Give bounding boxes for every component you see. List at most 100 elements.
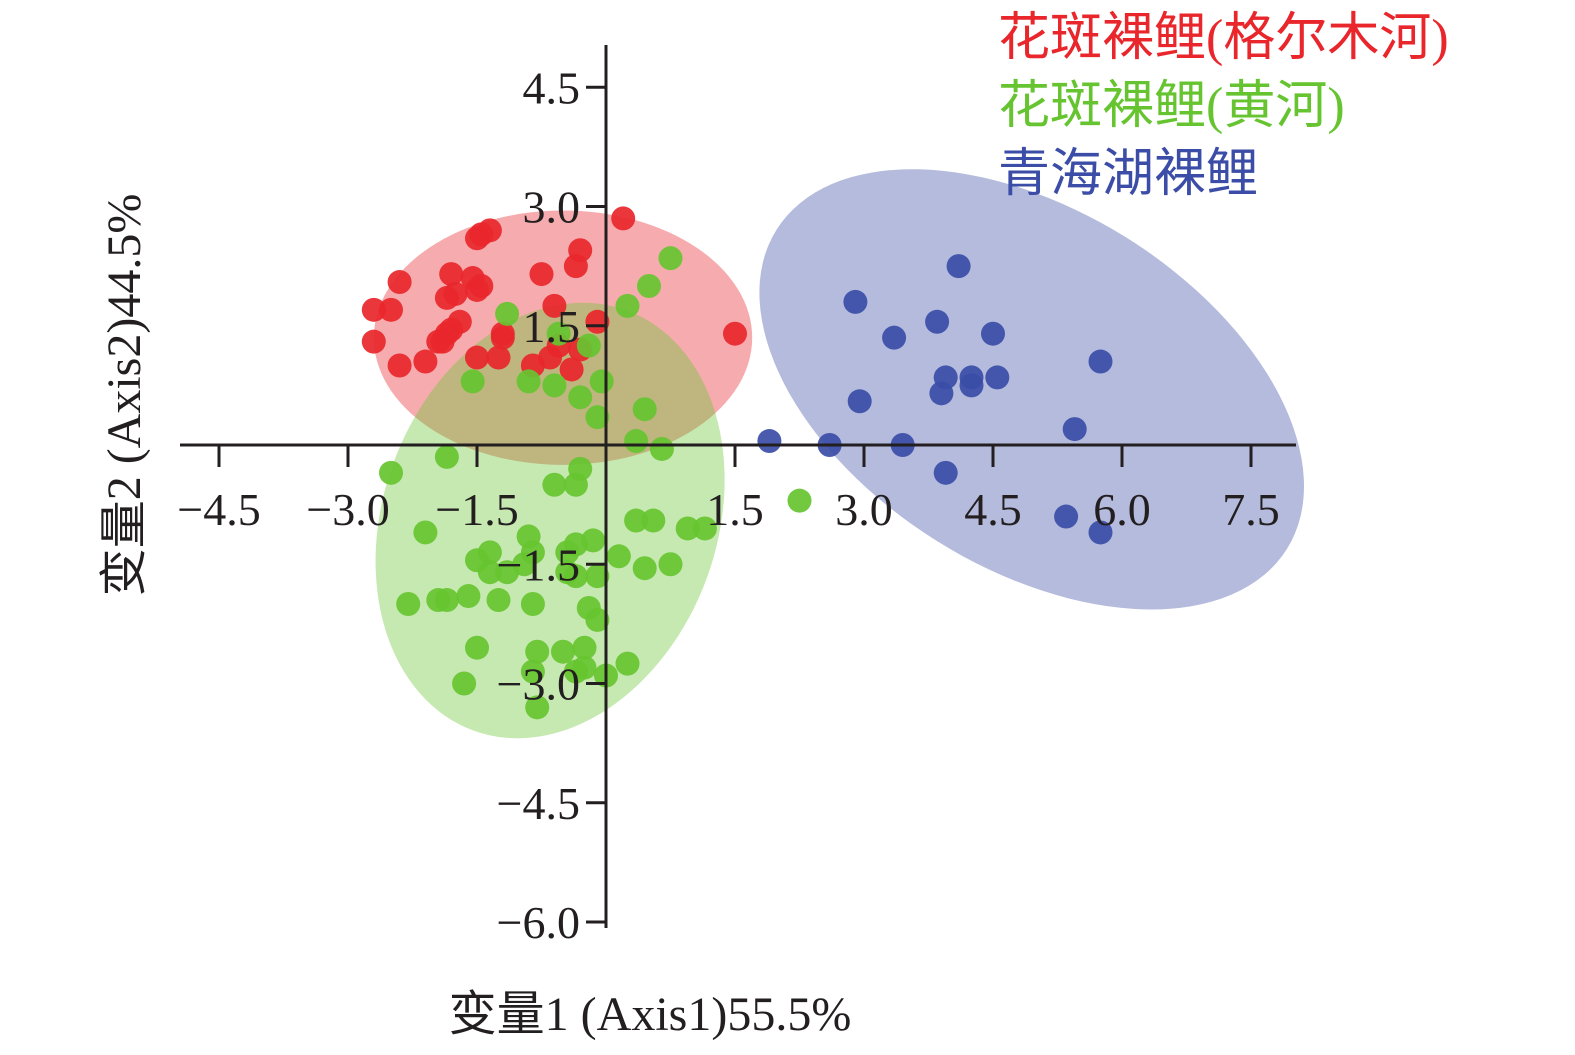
- data-point-series-2: [675, 516, 700, 541]
- data-point-series-1: [426, 329, 451, 354]
- legend: 花斑裸鲤(格尔木河) 花斑裸鲤(黄河) 青海湖裸鲤: [998, 10, 1449, 203]
- data-point-series-2: [632, 397, 657, 422]
- data-point-series-2: [555, 540, 580, 565]
- data-points: [361, 206, 1113, 720]
- data-point-series-1: [361, 297, 386, 322]
- data-point-series-2: [568, 385, 593, 410]
- data-point-series-2: [434, 588, 459, 613]
- data-point-series-2: [692, 516, 717, 541]
- data-point-series-2: [589, 369, 614, 394]
- data-point-series-2: [477, 560, 502, 585]
- data-point-series-1: [434, 285, 459, 310]
- data-point-series-2: [615, 293, 640, 318]
- data-point-series-3: [985, 365, 1010, 390]
- data-point-series-2: [637, 274, 661, 298]
- data-point-series-2: [542, 472, 567, 497]
- data-point-series-3: [933, 460, 958, 485]
- x-tick-label: −1.5: [435, 484, 518, 535]
- data-point-series-2: [520, 592, 545, 616]
- data-point-series-2: [413, 520, 438, 545]
- data-point-series-2: [551, 639, 575, 664]
- x-tick-label: 1.5: [706, 484, 764, 535]
- y-tick-label: 3.0: [523, 182, 581, 233]
- data-point-series-2: [641, 508, 666, 533]
- data-point-series-2: [520, 659, 545, 684]
- data-point-series-1: [563, 254, 588, 279]
- y-tick-label: −3.0: [497, 659, 580, 710]
- data-point-series-3: [847, 389, 872, 414]
- data-point-series-1: [361, 329, 386, 354]
- data-point-series-2: [465, 635, 489, 660]
- x-tick-label: 6.0: [1093, 484, 1151, 535]
- data-point-series-2: [585, 564, 610, 589]
- data-point-series-2: [452, 671, 477, 696]
- data-point-series-1: [723, 321, 747, 346]
- data-point-series-2: [658, 246, 683, 271]
- data-point-series-2: [615, 651, 640, 676]
- legend-entry-2: 花斑裸鲤(黄河): [998, 78, 1345, 135]
- data-point-series-1: [465, 226, 489, 251]
- data-point-series-3: [1088, 520, 1113, 545]
- legend-entry-3: 青海湖裸鲤: [998, 146, 1258, 203]
- x-tick-label: −4.5: [177, 484, 260, 535]
- data-point-series-3: [882, 325, 907, 350]
- y-tick-label: −6.0: [497, 897, 580, 948]
- data-point-series-1: [387, 353, 412, 378]
- data-point-series-1: [439, 262, 464, 287]
- data-point-series-2: [525, 695, 550, 720]
- data-point-series-2: [606, 544, 631, 569]
- data-point-series-1: [465, 345, 489, 370]
- data-point-series-2: [563, 659, 588, 684]
- data-point-series-1: [559, 357, 584, 382]
- data-point-series-3: [1054, 504, 1079, 529]
- data-point-series-2: [624, 429, 649, 454]
- data-point-series-2: [649, 436, 674, 461]
- data-point-series-3: [843, 289, 868, 314]
- data-point-series-2: [495, 301, 520, 326]
- data-point-series-2: [632, 556, 657, 581]
- data-point-series-2: [434, 444, 459, 469]
- y-axis-ticks: 4.5 3.0 1.5 −1.5 −3.0 −4.5 −6.0: [497, 62, 606, 948]
- y-tick-label: 1.5: [523, 301, 581, 352]
- data-point-series-3: [946, 254, 971, 279]
- data-point-series-1: [542, 293, 567, 318]
- y-tick-label: 4.5: [523, 62, 581, 113]
- data-point-series-1: [529, 262, 554, 287]
- data-point-series-2: [563, 472, 588, 497]
- data-point-series-1: [486, 345, 511, 370]
- data-point-series-2: [546, 321, 571, 346]
- data-point-series-2: [581, 528, 606, 553]
- data-point-series-1: [490, 325, 515, 350]
- data-point-series-3: [757, 429, 782, 454]
- data-point-series-2: [516, 369, 541, 394]
- data-point-series-2: [787, 488, 812, 513]
- cluster-ellipse-3: [759, 169, 1304, 610]
- data-point-series-1: [379, 297, 403, 322]
- data-point-series-2: [572, 635, 597, 660]
- data-point-series-3: [1088, 349, 1113, 374]
- data-point-series-2: [477, 540, 502, 565]
- data-point-series-3: [981, 321, 1005, 346]
- data-point-series-3: [959, 373, 984, 398]
- data-point-series-3: [929, 381, 954, 406]
- y-tick-label: −1.5: [497, 539, 580, 590]
- data-point-series-2: [512, 552, 537, 577]
- x-tick-label: 3.0: [835, 484, 893, 535]
- y-axis-title: 变量2 (Axis2)44.5%: [98, 194, 151, 597]
- x-axis-ticks: −4.5 −3.0 −1.5 1.5 3.0 4.5 6.0 7.5: [177, 445, 1280, 535]
- data-point-series-2: [563, 564, 588, 589]
- x-tick-label: 7.5: [1222, 484, 1280, 535]
- data-point-series-2: [624, 508, 649, 533]
- data-point-series-1: [585, 309, 610, 334]
- data-point-series-3: [925, 309, 950, 334]
- data-point-series-2: [379, 460, 403, 485]
- data-point-series-1: [465, 277, 489, 302]
- data-point-series-2: [460, 369, 485, 394]
- data-point-series-1: [387, 270, 412, 295]
- x-tick-label: −3.0: [306, 484, 389, 535]
- data-point-series-2: [585, 405, 610, 430]
- data-point-series-3: [1062, 417, 1087, 442]
- x-tick-label: 4.5: [964, 484, 1022, 535]
- data-point-series-2: [486, 588, 511, 613]
